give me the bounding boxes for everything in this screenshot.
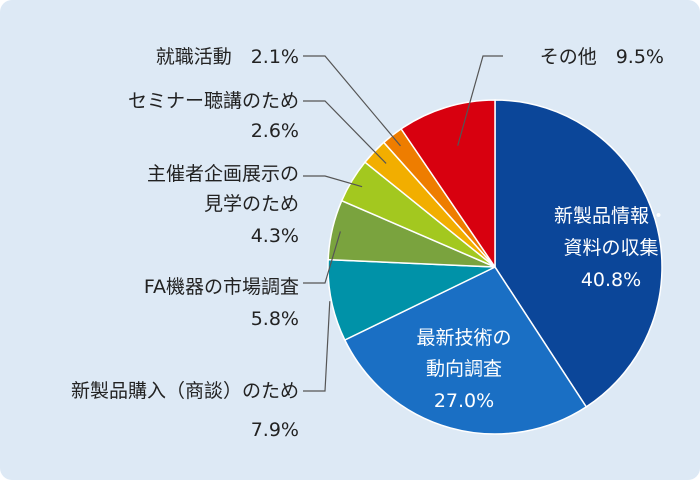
slice-label-5-line-0: セミナー聴講のため	[128, 90, 299, 112]
slice-label-7-line-0: その他 9.5%	[540, 46, 664, 68]
slice-label-6-line-0: 就職活動 2.1%	[156, 46, 299, 68]
slice-label-3-line-0: FA機器の市場調査	[144, 276, 299, 298]
slice-label-0-value: 40.8%	[581, 269, 641, 291]
leader-line-6	[303, 55, 401, 147]
slice-label-1-value: 27.0%	[434, 390, 494, 412]
pie-slice-1	[343, 266, 588, 435]
slice-label-2-value: 7.9%	[251, 419, 299, 441]
leader-line-7	[457, 55, 503, 146]
slice-label-4-value: 4.3%	[251, 225, 299, 247]
leader-line-2	[303, 301, 331, 392]
slice-label-1-line-1: 動向調査	[426, 358, 502, 380]
slice-label-1-line-0: 最新技術の	[416, 327, 511, 349]
leader-lines	[303, 55, 503, 392]
leader-line-5	[303, 100, 387, 164]
slices	[327, 99, 663, 435]
slice-label-4-line-0: 主催者企画展示の	[147, 163, 299, 185]
slice-label-5-value: 2.6%	[251, 120, 299, 142]
slice-label-3-value: 5.8%	[251, 308, 299, 330]
slice-label-0-line-1: 資料の収集	[563, 237, 658, 259]
slice-label-0-line-0: 新製品情報・	[554, 205, 668, 227]
leader-line-3	[303, 231, 341, 284]
slice-label-4-line-1: 見学のため	[204, 193, 299, 215]
leader-line-4	[303, 175, 363, 188]
pie-slice-7	[400, 99, 496, 270]
slice-label-2-line-0: 新製品購入（商談）のため	[71, 380, 299, 402]
